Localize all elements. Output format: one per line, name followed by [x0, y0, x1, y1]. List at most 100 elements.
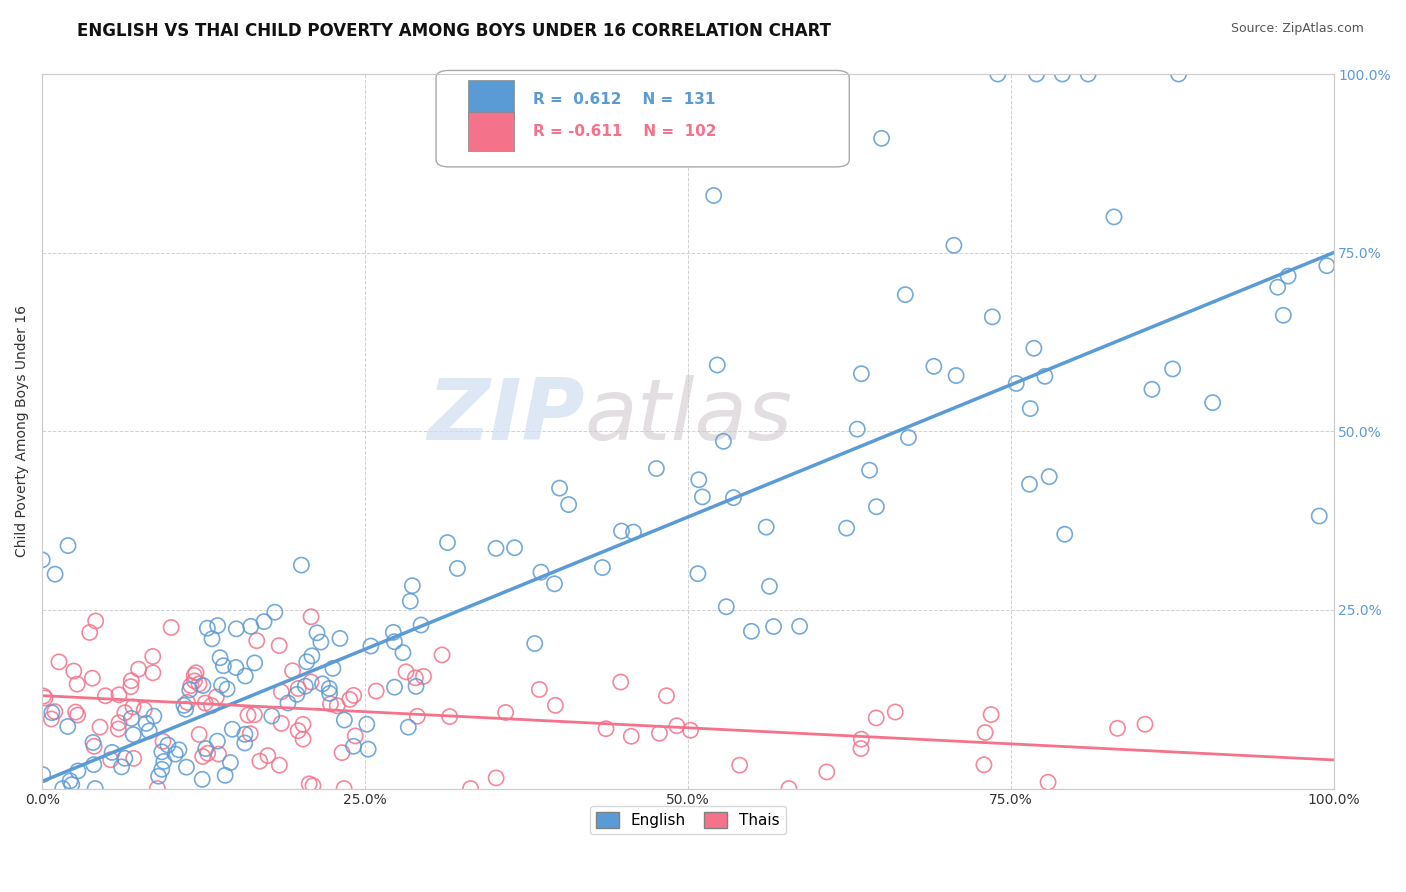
- Point: [1167, 67, 1189, 81]
- Point: [973, 757, 995, 772]
- Point: [762, 619, 785, 633]
- Point: [399, 594, 422, 608]
- Point: [1022, 341, 1045, 355]
- Point: [269, 758, 291, 772]
- Point: [191, 749, 214, 764]
- Point: [233, 727, 256, 741]
- Point: [82, 671, 104, 685]
- Point: [333, 781, 356, 796]
- Point: [212, 658, 235, 673]
- Point: [256, 748, 278, 763]
- Point: [446, 561, 468, 575]
- Point: [292, 732, 315, 747]
- Point: [716, 599, 738, 614]
- Point: [436, 535, 458, 549]
- Point: [495, 706, 517, 720]
- Point: [357, 742, 380, 756]
- Point: [148, 769, 170, 783]
- Point: [1036, 775, 1059, 789]
- Point: [44, 705, 66, 719]
- Point: [849, 741, 872, 756]
- Point: [1277, 269, 1299, 284]
- Point: [270, 685, 292, 699]
- Point: [851, 732, 873, 747]
- Text: ZIP: ZIP: [427, 376, 585, 458]
- Point: [942, 238, 965, 252]
- Point: [406, 709, 429, 723]
- Point: [311, 677, 333, 691]
- Point: [723, 491, 745, 505]
- Point: [815, 764, 838, 779]
- Point: [405, 679, 427, 693]
- Point: [1201, 395, 1223, 409]
- Point: [981, 310, 1004, 324]
- Point: [1267, 280, 1289, 294]
- Point: [870, 131, 893, 145]
- Point: [183, 668, 205, 682]
- Point: [326, 698, 349, 713]
- Point: [191, 772, 214, 787]
- Point: [56, 539, 79, 553]
- Point: [146, 781, 169, 796]
- Point: [503, 541, 526, 555]
- Point: [225, 622, 247, 636]
- Point: [755, 520, 778, 534]
- Point: [150, 745, 173, 759]
- Point: [609, 675, 631, 690]
- Point: [665, 719, 688, 733]
- Point: [298, 777, 321, 791]
- Point: [197, 621, 219, 635]
- Point: [107, 722, 129, 736]
- Point: [294, 679, 316, 693]
- Point: [188, 677, 211, 691]
- Point: [83, 739, 105, 754]
- Point: [84, 781, 107, 796]
- Point: [120, 711, 142, 725]
- Point: [1038, 469, 1060, 483]
- Point: [89, 720, 111, 734]
- Point: [384, 680, 406, 694]
- Point: [318, 681, 340, 696]
- Point: [142, 649, 165, 664]
- Point: [1033, 369, 1056, 384]
- Point: [692, 490, 714, 504]
- Point: [305, 625, 328, 640]
- Point: [356, 717, 378, 731]
- Point: [945, 368, 967, 383]
- Point: [851, 367, 873, 381]
- Point: [165, 747, 187, 761]
- Point: [79, 625, 101, 640]
- Point: [322, 661, 344, 675]
- Point: [295, 655, 318, 669]
- Point: [183, 673, 205, 688]
- Point: [974, 725, 997, 739]
- Text: ENGLISH VS THAI CHILD POVERTY AMONG BOYS UNDER 16 CORRELATION CHART: ENGLISH VS THAI CHILD POVERTY AMONG BOYS…: [77, 22, 831, 40]
- Point: [290, 558, 312, 573]
- Point: [319, 697, 342, 711]
- Point: [122, 751, 145, 765]
- Point: [233, 736, 256, 750]
- Point: [219, 756, 242, 770]
- Point: [645, 461, 668, 475]
- Point: [409, 618, 432, 632]
- Point: [114, 706, 136, 720]
- Point: [194, 741, 217, 756]
- Point: [894, 287, 917, 301]
- Point: [1018, 477, 1040, 491]
- Point: [384, 634, 406, 648]
- Point: [270, 716, 292, 731]
- Point: [32, 689, 55, 703]
- Bar: [468, 112, 513, 151]
- Point: [655, 689, 678, 703]
- Point: [120, 680, 142, 694]
- Point: [134, 703, 156, 717]
- Point: [101, 746, 124, 760]
- Text: Source: ZipAtlas.com: Source: ZipAtlas.com: [1230, 22, 1364, 36]
- Point: [728, 758, 751, 772]
- Point: [835, 521, 858, 535]
- Point: [277, 696, 299, 710]
- Point: [176, 695, 198, 709]
- Point: [114, 751, 136, 765]
- Point: [197, 746, 219, 760]
- Point: [211, 678, 233, 692]
